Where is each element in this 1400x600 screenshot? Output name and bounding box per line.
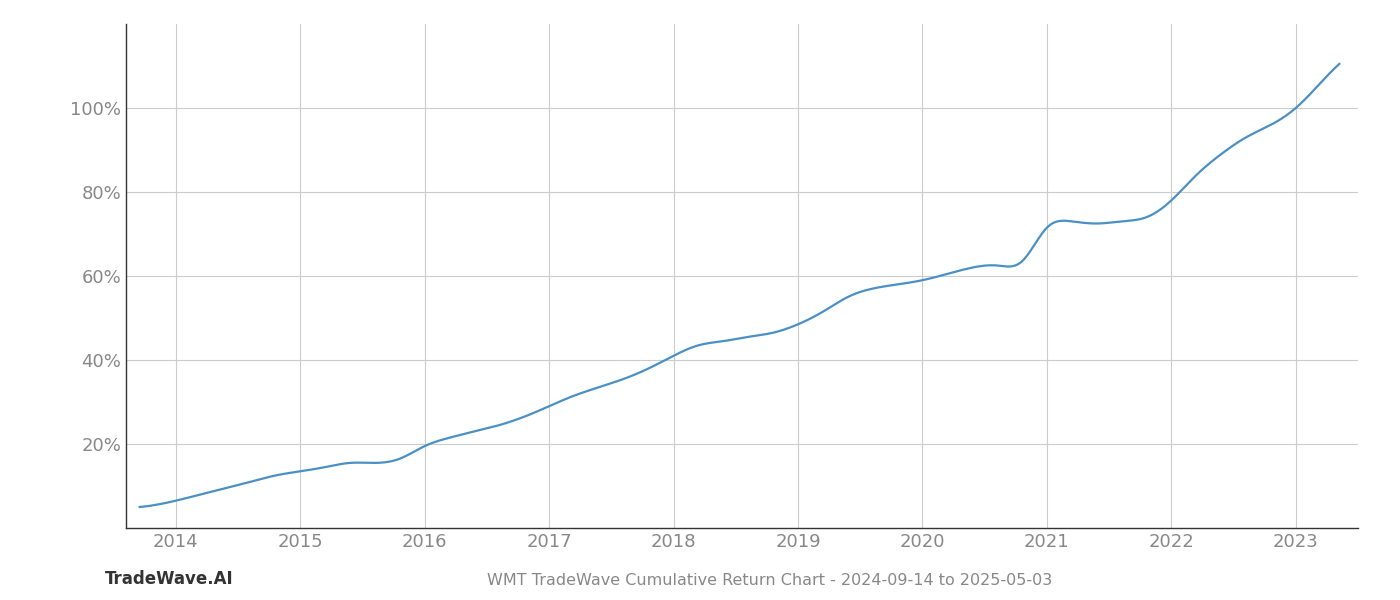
Text: TradeWave.AI: TradeWave.AI: [105, 570, 234, 588]
Text: WMT TradeWave Cumulative Return Chart - 2024-09-14 to 2025-05-03: WMT TradeWave Cumulative Return Chart - …: [487, 573, 1053, 588]
